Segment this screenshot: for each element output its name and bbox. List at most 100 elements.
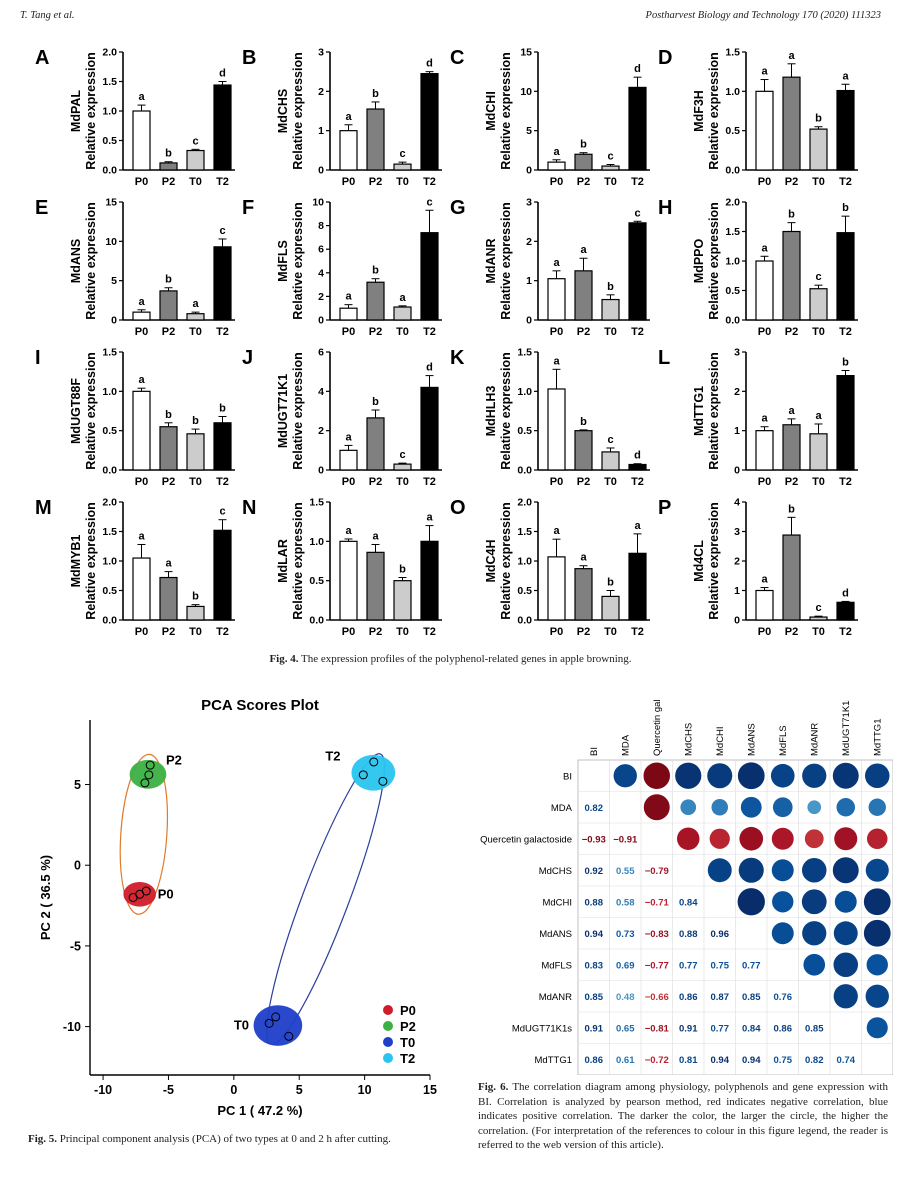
significance-letter: b xyxy=(607,577,614,589)
corr-row-label: MdANR xyxy=(539,992,572,1003)
panel-letter: D xyxy=(658,47,672,69)
significance-letter: a xyxy=(138,530,145,542)
corr-value: −0.93 xyxy=(582,834,606,845)
significance-letter: b xyxy=(372,88,379,100)
significance-letter: a xyxy=(580,244,587,256)
y-tick-label: 2 xyxy=(734,556,740,568)
x-tick-label: P2 xyxy=(785,326,798,338)
x-tick-label: P2 xyxy=(577,626,590,638)
y-tick-label: 0.0 xyxy=(725,315,740,327)
x-tick-label: T2 xyxy=(631,326,644,338)
y-tick-label: 1 xyxy=(734,425,740,437)
bar-T0 xyxy=(393,580,412,621)
y-tick-label: 2.0 xyxy=(725,197,740,209)
bar-T2 xyxy=(628,552,647,621)
x-tick-label: P0 xyxy=(342,326,355,338)
y-axis-label: Relative expression xyxy=(291,202,305,319)
y-tick-label: 0.5 xyxy=(517,425,532,437)
corr-circle xyxy=(833,952,859,978)
bar-P0 xyxy=(132,110,151,171)
corr-circle xyxy=(864,763,890,789)
y-tick-label: 0.0 xyxy=(102,465,117,477)
corr-circle xyxy=(802,763,827,788)
corr-value: −0.91 xyxy=(613,834,638,845)
pca-point-P2 xyxy=(140,778,150,788)
y-tick-label: 0.0 xyxy=(309,615,324,627)
y-tick-label: 1.0 xyxy=(725,86,740,98)
x-tick-label: P0 xyxy=(758,626,771,638)
bar-T0 xyxy=(186,149,205,171)
pca-group-label-T0: T0 xyxy=(234,1018,249,1033)
y-tick-label: 5 xyxy=(526,125,532,137)
significance-letter: a xyxy=(138,91,145,103)
corr-circle xyxy=(770,763,795,788)
significance-letter: d xyxy=(634,450,641,462)
bar-T0 xyxy=(809,616,828,621)
corr-value: −0.83 xyxy=(645,929,669,940)
corr-col-label: MdTTG1 xyxy=(872,719,883,756)
x-tick-label: P2 xyxy=(577,476,590,488)
significance-letter: a xyxy=(553,257,560,269)
y-axis-label: Relative expression xyxy=(84,502,98,619)
bar-T2 xyxy=(836,89,855,171)
bar-T2 xyxy=(420,232,439,321)
y-tick-label: 1.5 xyxy=(517,347,532,359)
x-tick-label: T0 xyxy=(396,476,409,488)
gene-label: MdTTG1 xyxy=(692,386,706,436)
significance-letter: d xyxy=(634,63,641,75)
bar-P2 xyxy=(574,568,593,621)
corr-value: 0.55 xyxy=(616,866,635,877)
panel-G: G MdANR Relative expression 0 1 2 3 a P0 a P2 b T0 c T… xyxy=(450,197,650,338)
y-tick-label: 0 xyxy=(318,465,324,477)
corr-circle xyxy=(643,762,671,790)
y-tick-label: 0.5 xyxy=(725,125,740,137)
corr-value: 0.83 xyxy=(585,960,604,971)
figure-6-correlation-plot: BI BI MDA MDA Quercetin galactoside Quercetin… xyxy=(480,700,893,1075)
pca-legend-marker-P0 xyxy=(383,1005,393,1015)
x-tick-label: P0 xyxy=(342,176,355,188)
bar-T2 xyxy=(628,86,647,171)
corr-value: 0.77 xyxy=(679,960,698,971)
x-tick-label: P2 xyxy=(162,176,175,188)
corr-row-label: MdANS xyxy=(539,929,572,940)
panel-O: O MdC4H Relative expression 0.0 0.5 1.0 1.5 2.0… xyxy=(450,497,650,638)
x-tick-label: T2 xyxy=(631,626,644,638)
x-tick-label: P0 xyxy=(550,326,563,338)
significance-letter: a xyxy=(553,355,560,367)
y-tick-label: 2 xyxy=(734,386,740,398)
y-tick-label: 1.5 xyxy=(102,526,117,538)
bar-P0 xyxy=(339,307,358,321)
pca-x-tick-label: 0 xyxy=(230,1083,237,1097)
y-tick-label: 0 xyxy=(734,465,740,477)
pca-point-P2 xyxy=(145,760,155,770)
significance-letter: b xyxy=(607,281,614,293)
bar-T0 xyxy=(601,595,620,621)
x-tick-label: T2 xyxy=(423,176,436,188)
y-tick-label: 4 xyxy=(318,386,324,398)
bar-T2 xyxy=(213,529,232,621)
significance-letter: b xyxy=(580,416,587,428)
corr-value: 0.88 xyxy=(585,897,604,908)
significance-letter: a xyxy=(138,296,145,308)
pca-point-T2 xyxy=(358,770,368,780)
significance-letter: a xyxy=(345,431,352,443)
corr-value: 0.86 xyxy=(774,1023,793,1034)
corr-circle xyxy=(680,799,697,816)
x-tick-label: P2 xyxy=(577,176,590,188)
y-tick-label: 1 xyxy=(734,585,740,597)
x-tick-label: P0 xyxy=(550,476,563,488)
x-tick-label: P2 xyxy=(785,626,798,638)
x-tick-label: T0 xyxy=(189,176,202,188)
pca-legend-marker-T2 xyxy=(383,1053,393,1063)
x-tick-label: T2 xyxy=(839,626,852,638)
x-tick-label: P2 xyxy=(162,626,175,638)
panel-letter: N xyxy=(242,497,256,519)
panel-letter: C xyxy=(450,47,464,69)
x-tick-label: P0 xyxy=(135,626,148,638)
corr-value: 0.58 xyxy=(616,897,635,908)
y-tick-label: 1.0 xyxy=(102,556,117,568)
gene-label: MdLAR xyxy=(276,539,290,583)
significance-letter: a xyxy=(399,292,406,304)
pca-x-tick-label: -10 xyxy=(94,1083,112,1097)
corr-col-label: MdFLS xyxy=(778,725,789,756)
